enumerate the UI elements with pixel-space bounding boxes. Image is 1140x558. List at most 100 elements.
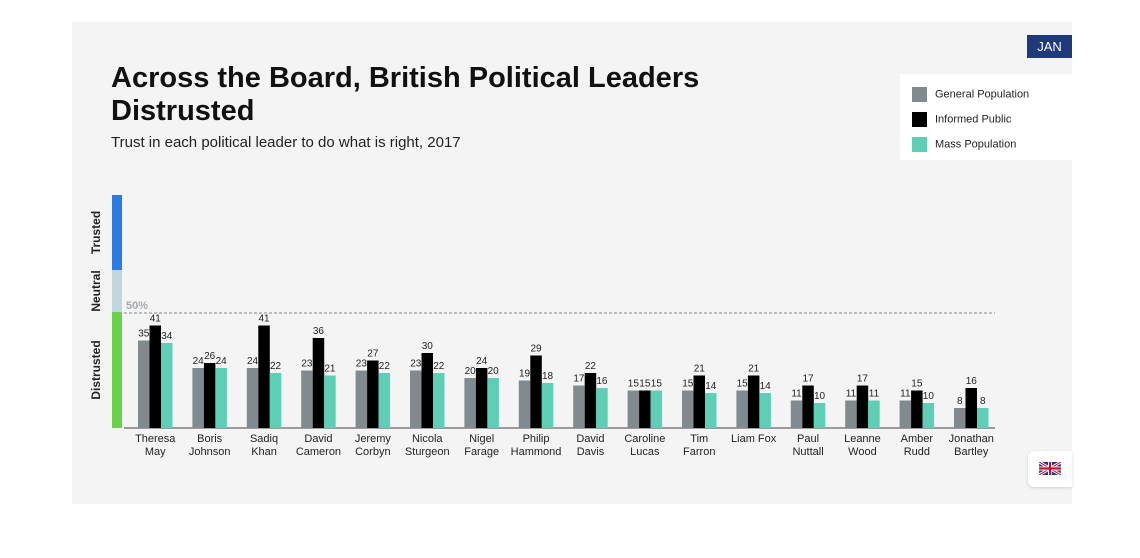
data-label: 22 [433, 361, 445, 372]
bar-informed-public [856, 385, 869, 428]
bar-mass-population [378, 373, 391, 428]
legend-label-mass: Mass Population [935, 138, 1017, 151]
category-label: Farage [464, 446, 499, 458]
data-label: 15 [737, 379, 749, 390]
bar-informed-public [747, 375, 760, 428]
zone-label-distrusted: Distrusted [89, 340, 103, 399]
data-label: 21 [748, 364, 760, 375]
bar-mass-population [596, 388, 608, 428]
bar-mass-population [161, 343, 173, 428]
legend-label-informed: Informed Public [935, 113, 1012, 126]
legend-swatch-mass [912, 137, 927, 152]
chart-subtitle: Trust in each political leader to do wha… [111, 134, 461, 151]
data-label: 15 [651, 379, 663, 390]
legend-label-general: General Population [935, 88, 1030, 101]
category-label: Sadiq [250, 433, 278, 445]
data-label: 8 [980, 396, 986, 407]
category-label: Johnson [189, 446, 231, 458]
chart-title: Across the Board, British Political Lead… [111, 62, 700, 127]
category-label: Nicola [412, 433, 443, 445]
month-badge[interactable]: JAN [1027, 35, 1072, 58]
data-label: 41 [258, 314, 270, 325]
bar-mass-population [324, 375, 336, 428]
category-label: Khan [251, 446, 277, 458]
data-label: 24 [247, 356, 259, 367]
data-label: 11 [900, 389, 911, 400]
bar-mass-population [813, 403, 826, 428]
legend-item-informed: Informed Public [912, 112, 1011, 128]
gb-flag-icon [1039, 462, 1061, 475]
bar-general-population [355, 370, 368, 428]
zone-band-distrusted [112, 312, 122, 428]
bar-general-population [192, 368, 204, 428]
bar-mass-population [433, 373, 445, 428]
legend: General Population Informed Public Mass … [900, 74, 1072, 160]
category-label: Caroline [624, 433, 665, 445]
category-label: Jonathan [949, 433, 994, 445]
bar-general-population [518, 380, 531, 428]
bar-general-population [301, 370, 313, 428]
data-label: 22 [270, 361, 282, 372]
category-label: Leanne [844, 433, 881, 445]
data-label: 24 [193, 356, 205, 367]
zone-band-trusted [112, 195, 122, 270]
data-label: 23 [301, 359, 313, 370]
bar-general-population [954, 408, 966, 428]
language-flag-button[interactable] [1028, 451, 1072, 487]
bar-informed-public [693, 375, 705, 428]
bar-mass-population [269, 373, 282, 428]
data-label: 15 [911, 379, 923, 390]
data-label: 21 [694, 364, 706, 375]
category-label: Hammond [511, 446, 562, 458]
category-label: Theresa [135, 433, 176, 445]
data-label: 22 [585, 361, 597, 372]
data-label: 20 [465, 366, 477, 377]
data-label: 34 [161, 331, 173, 342]
category-label: Nigel [469, 433, 494, 445]
data-label: 23 [410, 359, 422, 370]
bar-informed-public [911, 390, 923, 428]
bar-informed-public [639, 390, 651, 428]
category-label: David [576, 433, 604, 445]
data-label: 18 [542, 371, 554, 382]
data-label: 20 [488, 366, 500, 377]
bar-general-population [573, 385, 585, 428]
category-label: Boris [197, 433, 223, 445]
data-label: 10 [814, 391, 826, 402]
threshold-label: 50% [126, 300, 148, 312]
bar-informed-public [258, 325, 270, 428]
bar-mass-population [977, 408, 989, 428]
category-label: Rudd [904, 446, 930, 458]
bar-general-population [138, 340, 150, 428]
bar-informed-public [421, 353, 433, 428]
bar-general-population [410, 370, 422, 428]
bar-mass-population [650, 390, 663, 428]
data-label: 24 [216, 356, 228, 367]
data-label: 22 [379, 361, 391, 372]
category-label: Sturgeon [405, 446, 450, 458]
legend-swatch-informed [912, 112, 927, 127]
data-label: 27 [367, 349, 379, 360]
data-label: 24 [476, 356, 488, 367]
data-label: 14 [760, 381, 772, 392]
category-label: Amber [901, 433, 934, 445]
data-label: 23 [356, 359, 368, 370]
bar-informed-public [312, 338, 325, 428]
bar-informed-public [802, 385, 814, 428]
legend-swatch-general [912, 87, 927, 102]
category-label: David [304, 433, 332, 445]
data-label: 26 [204, 351, 216, 362]
legend-item-mass: Mass Population [912, 137, 1016, 153]
category-label: Jeremy [355, 433, 392, 445]
data-label: 17 [802, 374, 814, 385]
data-label: 8 [957, 396, 963, 407]
category-label: Nuttall [792, 446, 823, 458]
data-label: 17 [573, 374, 585, 385]
data-label: 15 [682, 379, 694, 390]
data-label: 16 [596, 376, 608, 387]
data-label: 10 [923, 391, 935, 402]
data-label: 41 [150, 314, 162, 325]
category-label: Farron [683, 446, 715, 458]
category-label: Tim [690, 433, 708, 445]
